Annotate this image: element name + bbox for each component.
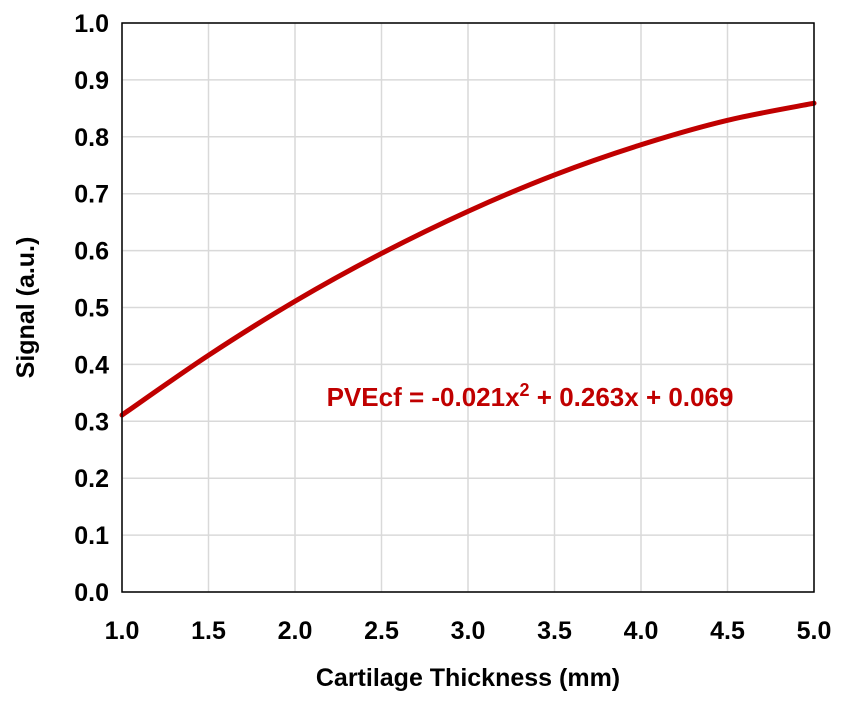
x-tick-label: 3.0 [451, 617, 486, 645]
y-tick-label: 1.0 [74, 10, 109, 38]
y-tick-labels: 0.0 0.1 0.2 0.3 0.4 0.5 0.6 0.7 0.8 0.9 1.0 [74, 10, 109, 607]
equation-main: PVEcf = -0.021x [327, 382, 520, 412]
y-tick-label: 0.4 [74, 351, 109, 379]
x-axis-title: Cartilage Thickness (mm) [316, 664, 620, 692]
y-tick-label: 0.7 [74, 181, 109, 209]
y-tick-label: 0.3 [74, 408, 109, 436]
x-tick-label: 2.5 [364, 617, 399, 645]
x-tick-labels: 1.0 1.5 2.0 2.5 3.0 3.5 4.0 4.5 5.0 [105, 617, 832, 645]
x-tick-label: 4.5 [710, 617, 745, 645]
equation-superscript: 2 [520, 380, 530, 400]
x-tick-label: 3.5 [537, 617, 572, 645]
series-line [119, 100, 817, 418]
fit-equation-annotation: PVEcf = -0.021x2 + 0.263x + 0.069 [327, 380, 734, 412]
y-tick-label: 0.5 [74, 295, 109, 323]
y-tick-label: 0.9 [74, 67, 109, 95]
x-tick-label: 4.0 [624, 617, 659, 645]
y-tick-label: 0.6 [74, 238, 109, 266]
x-tick-label: 5.0 [797, 617, 832, 645]
equation-rest: + 0.263x + 0.069 [530, 382, 734, 412]
y-tick-label: 0.2 [74, 465, 109, 493]
x-tick-label: 2.0 [278, 617, 313, 645]
y-tick-label: 0.1 [74, 522, 109, 550]
grid-lines [121, 22, 815, 593]
y-tick-label: 0.0 [74, 579, 109, 607]
x-tick-label: 1.0 [105, 617, 140, 645]
y-axis-title: Signal (a.u.) [12, 237, 40, 379]
y-tick-label: 0.8 [74, 124, 109, 152]
x-tick-label: 1.5 [191, 617, 226, 645]
plot-area-border [121, 22, 815, 593]
